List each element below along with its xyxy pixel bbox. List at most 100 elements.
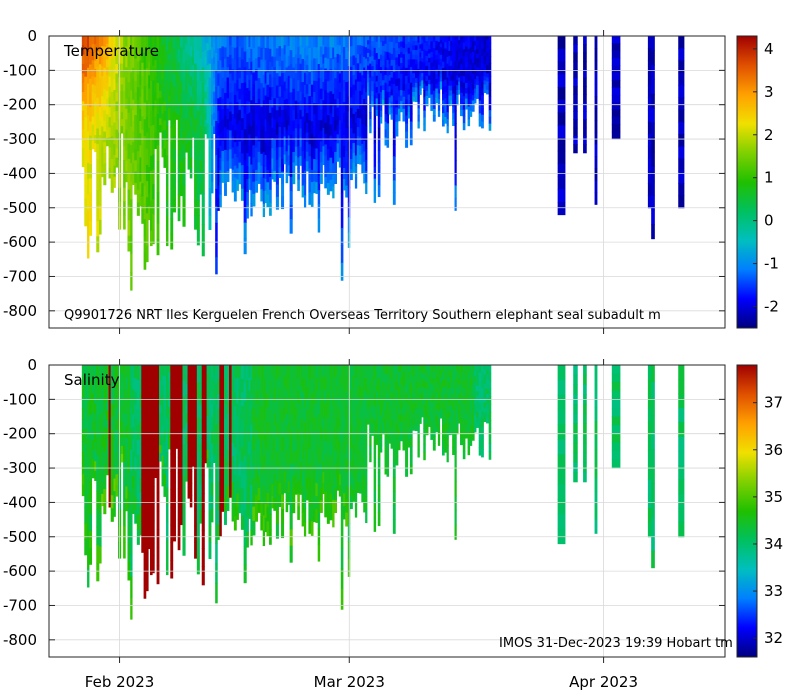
salinity-cell [478,387,482,396]
salinity-cell [94,422,97,433]
salinity-cell [329,468,333,482]
temperature-cell [289,219,293,234]
salinity-cell [196,469,200,488]
temperature-cell [381,55,385,62]
salinity-cell [594,491,598,506]
temperature-cell [400,79,403,86]
temperature-cell [278,36,282,47]
salinity-cell [108,483,112,496]
temperature-cell [402,72,406,80]
temperature-cell [130,54,133,73]
salinity-cell [252,393,256,408]
temperature-cell [324,79,328,91]
temperature-cell [191,57,195,66]
temperature-cell [381,99,385,106]
temperature-cell [313,58,316,71]
temperature-cell [101,56,104,67]
temperature-cell [380,54,383,62]
temperature-cell [252,84,256,98]
salinity-cell [397,435,401,444]
salinity-cell [120,453,124,463]
salinity-cell [219,507,222,523]
temperature-cell [175,83,179,91]
temperature-cell [260,165,264,178]
temperature-cell [390,95,394,102]
salinity-cell [349,496,353,510]
salinity-cell [450,370,453,378]
temperature-cell [141,62,144,77]
salinity-cell [101,365,104,378]
temperature-cell [486,44,490,49]
temperature-cell [345,105,349,118]
temperature-cell [206,130,209,139]
salinity-cell [273,437,277,451]
salinity-cell [139,464,142,479]
salinity-cell [84,475,88,493]
salinity-cell [206,441,209,451]
salinity-cell [483,393,487,399]
temperature-cell [180,81,183,94]
salinity-cell [299,397,303,409]
salinity-cell [342,403,346,417]
temperature-cell [332,105,335,118]
temperature-cell [557,48,566,63]
salinity-cell [271,448,274,461]
salinity-cell [98,381,102,399]
salinity-cell [356,428,360,440]
temperature-cell [101,36,104,47]
temperature-cell [478,106,482,114]
salinity-cell [231,481,235,496]
salinity-cell [322,386,325,398]
salinity-cell [206,381,209,391]
salinity-cell [150,522,153,541]
temperature-cell [238,120,242,132]
salinity-cell [305,443,309,456]
temperature-cell [356,36,360,46]
colorbar-tick-label: 34 [764,535,783,553]
temperature-cell [308,192,312,205]
salinity-cell [248,377,251,392]
temperature-cell [196,125,200,141]
temperature-cell [402,102,406,110]
temperature-cell [287,65,291,77]
temperature-cell [294,119,298,129]
salinity-cell [474,409,477,416]
salinity-cell [266,407,270,423]
temperature-cell [414,40,418,46]
temperature-cell [81,110,85,121]
salinity-cell [448,417,451,424]
salinity-cell [386,466,390,477]
temperature-cell [483,76,487,81]
temperature-cell [177,141,181,156]
salinity-cell [231,455,235,470]
salinity-cell [395,398,399,408]
salinity-cell [110,404,114,418]
y-tick-label: -600 [3,233,37,251]
temperature-cell [213,112,216,121]
temperature-cell [231,147,235,160]
salinity-cell [143,442,147,463]
y-tick-label: -400 [3,164,37,182]
temperature-cell [136,48,140,63]
temperature-cell [435,36,439,42]
temperature-cell [196,170,200,186]
salinity-cell [231,390,235,405]
temperature-cell [303,170,307,184]
temperature-cell [273,98,277,110]
salinity-cell [170,542,174,561]
temperature-cell [345,185,349,198]
salinity-cell [423,451,426,461]
temperature-cell [191,129,195,138]
salinity-cell [163,365,167,377]
temperature-cell [460,41,464,48]
temperature-cell [189,127,193,138]
salinity-cell [439,387,443,393]
temperature-cell [448,45,451,52]
temperature-cell [412,40,416,46]
temperature-cell [208,49,212,65]
salinity-cell [199,483,203,498]
temperature-cell [159,90,162,99]
temperature-cell [84,36,88,51]
temperature-cell [417,95,420,103]
salinity-cell [442,372,445,381]
